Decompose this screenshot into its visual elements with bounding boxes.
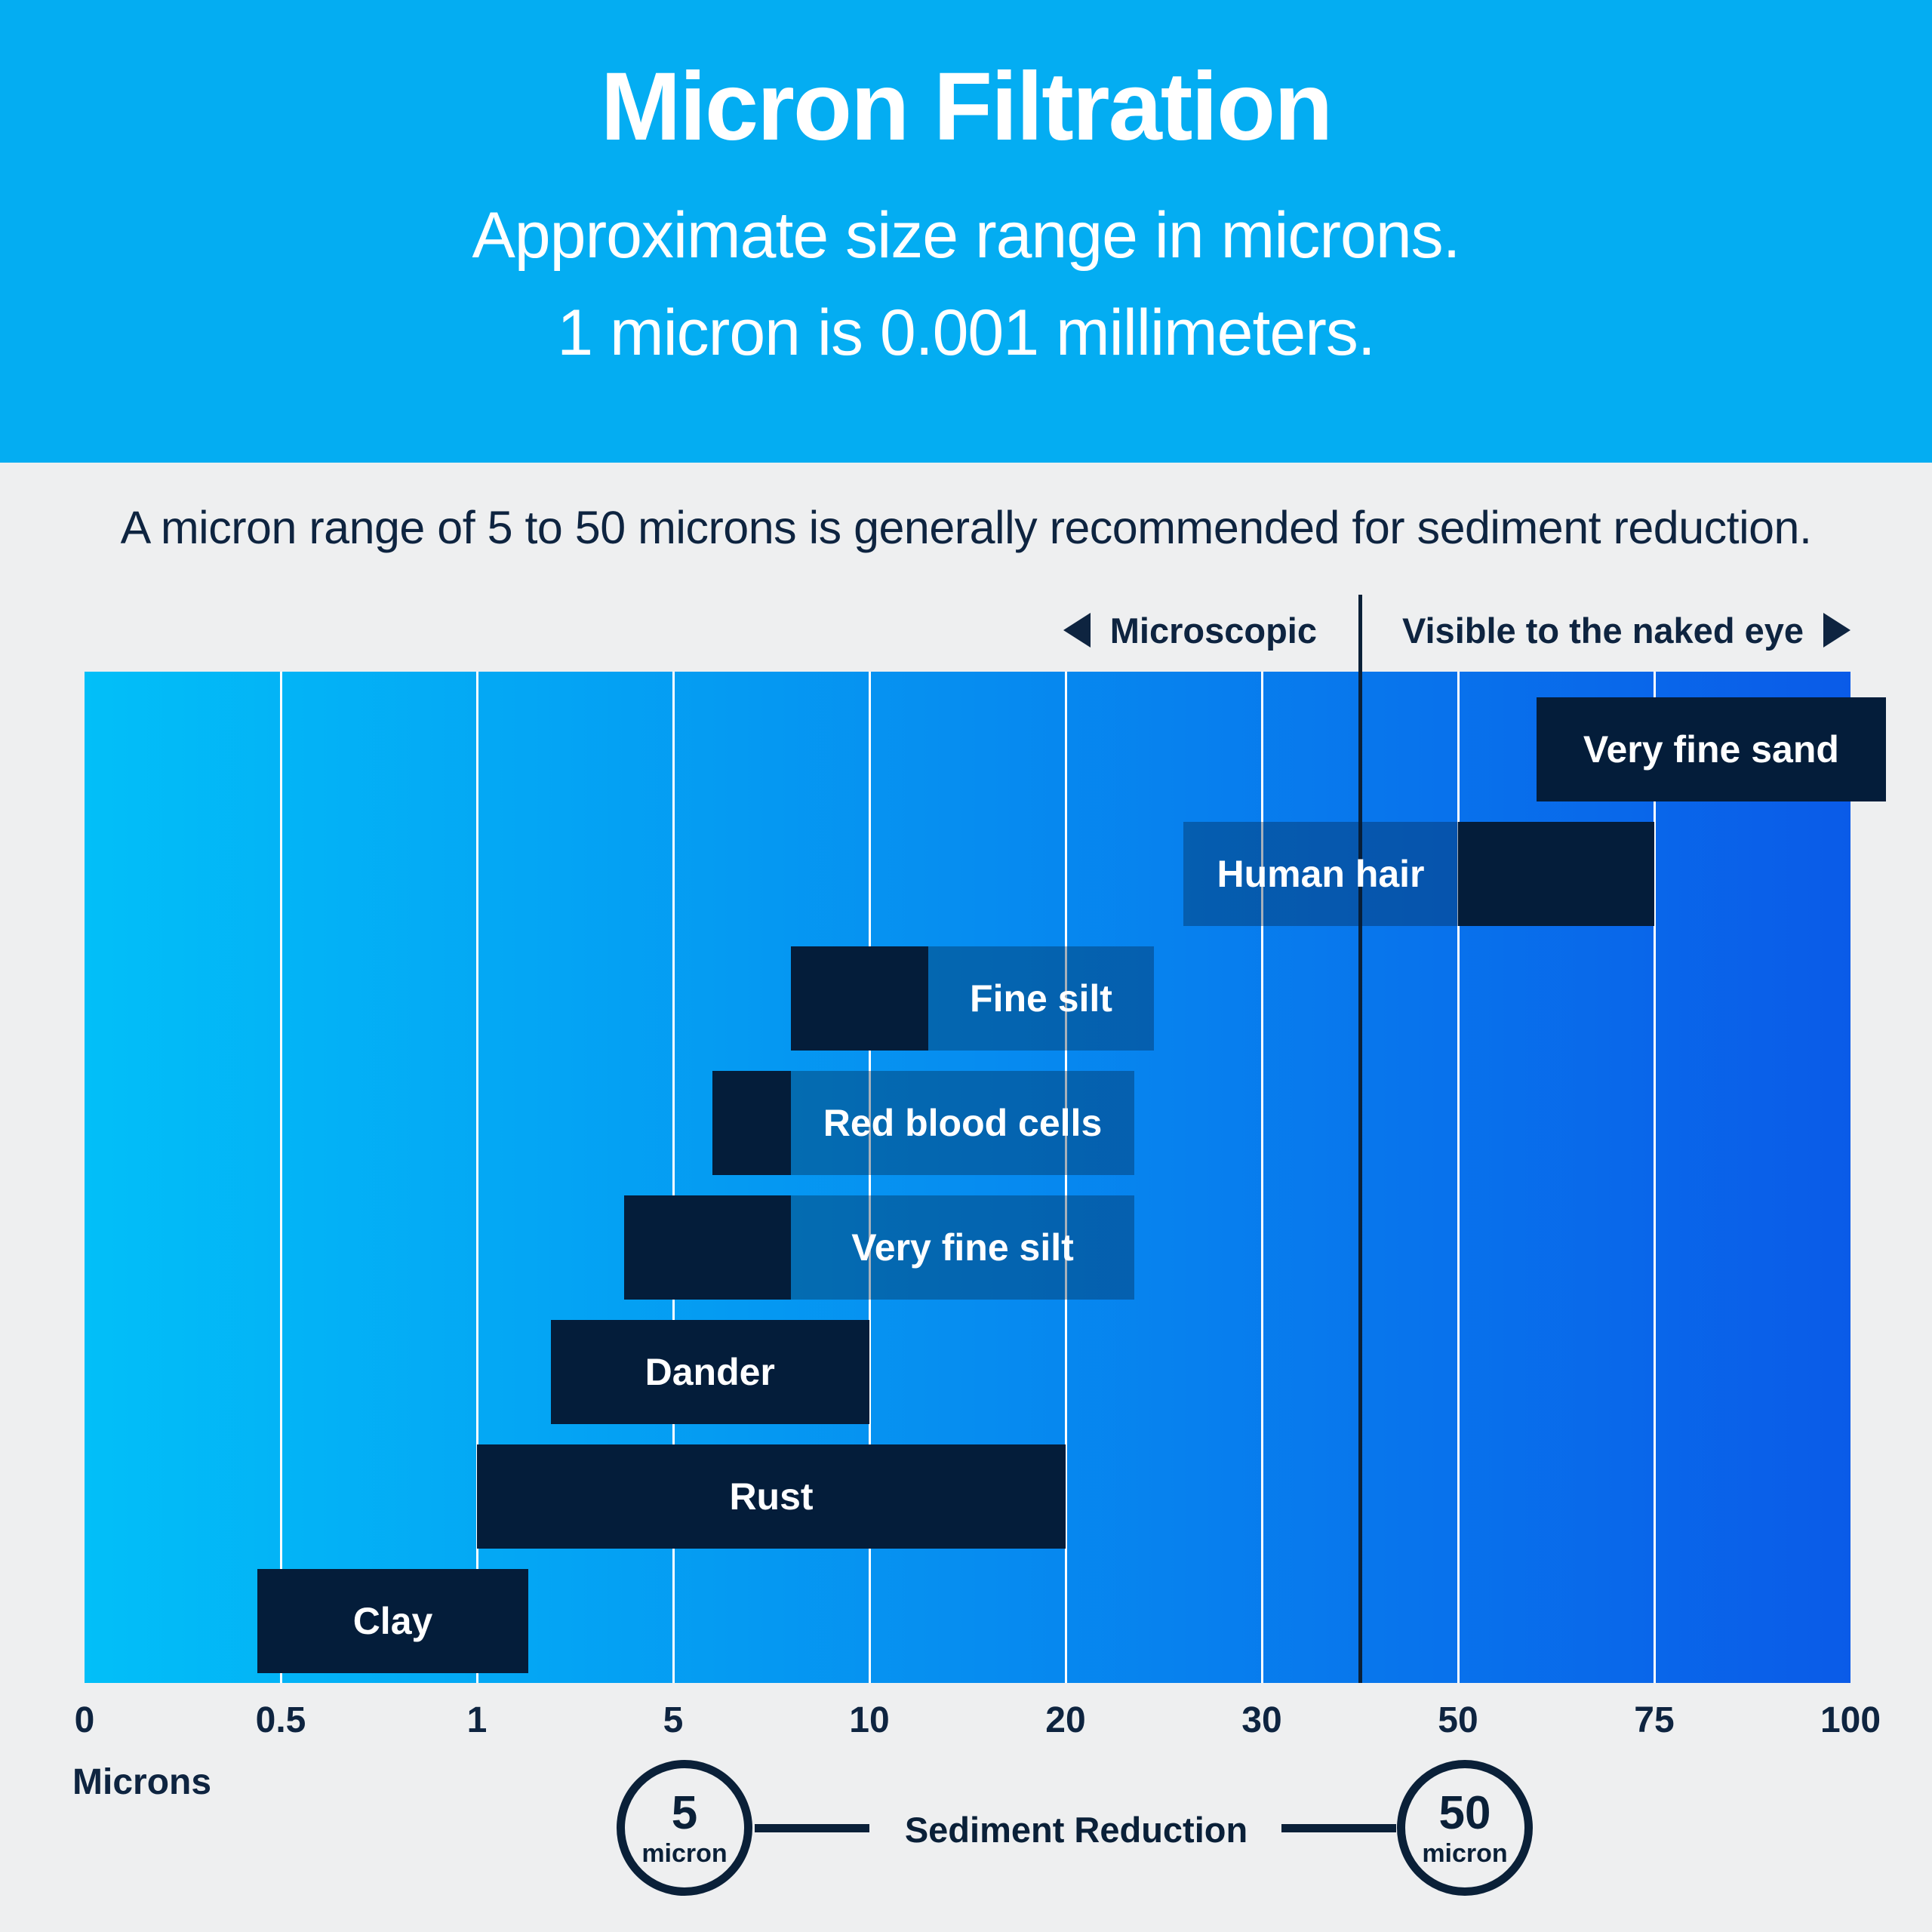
- label-zone-red-blood-cells: [791, 1071, 1134, 1175]
- legend-circle-50-micron: 50 micron: [1397, 1760, 1533, 1896]
- bar-label-very-fine-sand: Very fine sand: [1583, 728, 1839, 771]
- label-zone-fine-silt: [928, 946, 1154, 1051]
- axis-tick-50: 50: [1438, 1700, 1478, 1740]
- bar-very-fine-silt: [624, 1195, 791, 1300]
- legend-center-label: Sediment Reduction: [904, 1810, 1248, 1850]
- gridline-0.5: [279, 672, 282, 1683]
- zone-right-text: Visible to the naked eye: [1402, 610, 1804, 651]
- legend-left-value: 5: [671, 1786, 698, 1839]
- legend-right-value: 50: [1438, 1786, 1491, 1839]
- bar-label-dander: Dander: [645, 1351, 775, 1393]
- arrow-right-icon: [1823, 613, 1851, 648]
- gridline-75: [1653, 672, 1656, 1683]
- axis-tick-100: 100: [1820, 1700, 1881, 1740]
- axis-tick-75: 75: [1634, 1700, 1675, 1740]
- bar-label-clay: Clay: [352, 1600, 433, 1642]
- legend-right-unit: micron: [1422, 1838, 1508, 1868]
- axis-tick-0-5: 0.5: [255, 1700, 306, 1740]
- axis-tick-10: 10: [849, 1700, 890, 1740]
- bar-label-red-blood-cells: Red blood cells: [823, 1102, 1103, 1144]
- gridline-1: [475, 672, 478, 1683]
- axis-unit-label: Microns: [72, 1762, 212, 1802]
- gridline-20: [1064, 672, 1067, 1683]
- micron-range-chart: Very fine sand Human hair Fine silt Red blo…: [85, 672, 1886, 1683]
- bar-label-very-fine-silt: Very fine silt: [851, 1226, 1074, 1269]
- legend-left-unit: micron: [641, 1838, 728, 1868]
- bar-label-rust: Rust: [729, 1475, 814, 1518]
- subtitle-line-2: 1 micron is 0.001 millimeters.: [557, 297, 1376, 369]
- axis-tick-1: 1: [466, 1700, 488, 1740]
- bar-label-fine-silt: Fine silt: [970, 977, 1112, 1020]
- bar-fine-silt: [791, 946, 928, 1051]
- axis-tick-20: 20: [1045, 1700, 1086, 1740]
- gridline-50: [1457, 672, 1460, 1683]
- page-title: Micron Filtration: [600, 53, 1334, 161]
- label-zone-very-fine-silt: [791, 1195, 1134, 1300]
- label-zone-human-hair: [1183, 822, 1458, 926]
- intro-text: A micron range of 5 to 50 microns is gen…: [120, 502, 1812, 553]
- header-band: Micron Filtration Approximate size range…: [0, 0, 1932, 463]
- axis-tick-0: 0: [74, 1700, 95, 1740]
- axis-tick-5: 5: [663, 1700, 684, 1740]
- bar-rust: [477, 1444, 1066, 1549]
- axis-tick-30: 30: [1241, 1700, 1282, 1740]
- legend-connector-left: [755, 1824, 869, 1832]
- legend-circle-5-micron: 5 micron: [617, 1760, 752, 1896]
- subtitle-line-1: Approximate size range in microns.: [472, 199, 1460, 272]
- bar-dander: [550, 1320, 869, 1424]
- gridline-5: [672, 672, 675, 1683]
- bar-red-blood-cells: [712, 1071, 791, 1175]
- bar-human-hair: [1458, 822, 1654, 926]
- zone-left-text: Microscopic: [1109, 610, 1317, 651]
- arrow-left-icon: [1063, 613, 1091, 648]
- zone-label-microscopic: Microscopic: [1063, 608, 1317, 652]
- page-subtitle: Approximate size range in microns. 1 mic…: [0, 187, 1932, 382]
- bar-very-fine-sand: [1537, 697, 1886, 801]
- gridline-30: [1260, 672, 1263, 1683]
- legend-connector-right: [1281, 1824, 1396, 1832]
- zone-label-visible: Visible to the naked eye: [1402, 608, 1851, 652]
- bar-label-human-hair: Human hair: [1217, 853, 1425, 895]
- visibility-divider-line: [1358, 595, 1362, 1683]
- bar-clay: [257, 1569, 529, 1673]
- gridline-10: [868, 672, 871, 1683]
